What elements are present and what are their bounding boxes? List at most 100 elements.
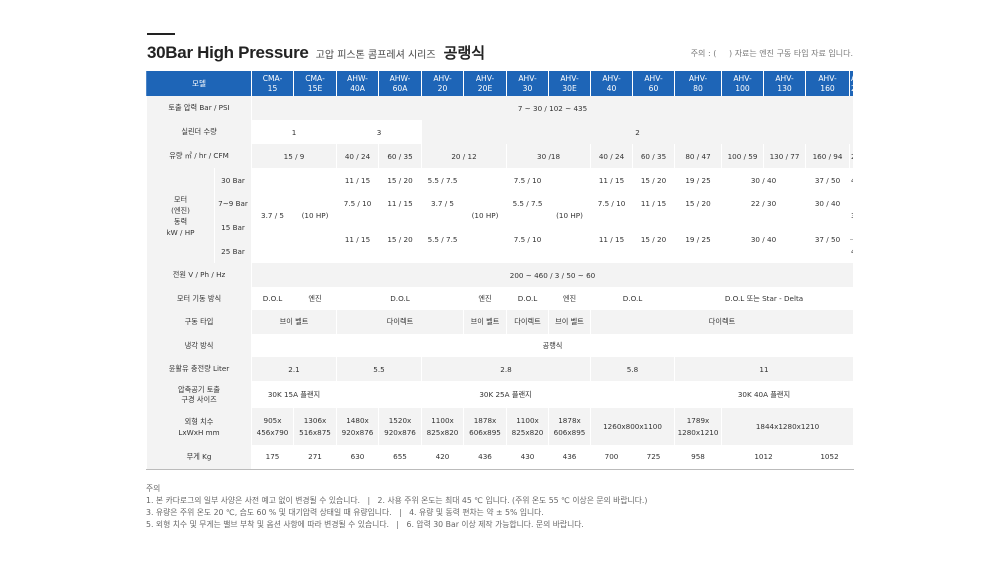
power-value: 200 ~ 460 / 3 / 50 ~ 60 <box>251 263 854 287</box>
weight-cell: 430 <box>506 445 550 470</box>
row-label: 냉각 방식 <box>145 334 253 357</box>
row-label: 무게 Kg <box>145 445 253 470</box>
drive-cell: 다이렉트 <box>590 310 854 334</box>
motor-cell: 15 / 20 <box>632 215 676 263</box>
model-cell: AHV- 20E <box>463 71 508 96</box>
row-label: 토출 압력 Bar / PSI <box>145 96 253 120</box>
motor-cell: 7.5 / 10 <box>506 168 550 192</box>
flow-cell: 60 / 35 <box>632 144 676 168</box>
weight-cell: 175 <box>251 445 295 470</box>
flow-cell: 20 / 12 <box>421 144 508 168</box>
row-label: 윤활유 충전량 Liter <box>145 357 253 381</box>
row-label: 압축공기 토출 구경 사이즈 <box>145 381 253 408</box>
row-motor-7bar: 7~9 Bar 7.5 / 10 11 / 15 3.7 / 5 5.5 / 7… <box>147 192 854 239</box>
motor-cell: 45 / 60 <box>849 238 854 263</box>
row-label: 모터 기동 방식 <box>145 287 253 310</box>
page-title: 30Bar High Pressure 고압 피스톤 콤프레셔 시리즈 공랭식 <box>147 42 485 63</box>
motor-sub-label: 25 Bar <box>213 239 253 263</box>
start-cell: D.O.L <box>590 287 676 310</box>
motor-cell: 30 / 40 <box>721 168 807 192</box>
motor-cell: 11 / 15 <box>590 215 634 263</box>
row-dimensions: 외형 치수 LxWxH mm 905x 456x790 1306x 516x87… <box>145 408 854 445</box>
dim-cell: 1878x 606x895 <box>463 408 508 445</box>
model-cell: AHV- 20 <box>421 71 465 96</box>
motor-cell: 15 / 20 <box>378 215 423 263</box>
flow-cell: 100 / 59 <box>721 144 765 168</box>
motor-cell: 5.5 / 7.5 <box>421 168 465 192</box>
model-cell: AHV- 130 <box>763 71 807 96</box>
start-cell: 엔진 <box>293 287 338 310</box>
model-cell: AHV- 160 <box>805 71 851 96</box>
start-cell: 엔진 <box>548 287 592 310</box>
weight-cell: 271 <box>293 445 338 470</box>
flow-cell: 200 / 118 <box>849 144 854 168</box>
weight-cell: 420 <box>421 445 465 470</box>
row-port: 압축공기 토출 구경 사이즈 30K 15A 플랜지 30K 25A 플랜지 3… <box>145 381 854 408</box>
motor-sub-label: 7~9 Bar <box>213 192 253 215</box>
dim-cell: 1260x800x1100 <box>590 408 676 445</box>
row-cylinders: 실린더 수량 1 3 2 <box>145 120 854 144</box>
model-cell: AHW- 40A <box>336 71 380 96</box>
weight-cell: 436 <box>463 445 508 470</box>
motor-cell: 15 / 20 <box>674 192 723 215</box>
dim-cell: 1100x 825x820 <box>506 408 550 445</box>
row-motor-30bar: 모터 (엔진) 동력 kW / HP 30 Bar 3.7 / 5 (10 HP… <box>146 168 854 263</box>
footnote-line: 3. 유량은 주위 온도 20 ℃, 습도 60 % 및 대기압력 상태일 때 … <box>146 508 544 517</box>
header-model-label: 모델 <box>145 71 253 96</box>
flow-cell: 40 / 24 <box>336 144 380 168</box>
title-sub: 고압 피스톤 콤프레셔 시리즈 <box>315 50 436 61</box>
row-drive: 구동 타입 브이 벨트 다이렉트 브이 벨트 다이렉트 브이 벨트 다이렉트 <box>145 310 854 334</box>
flow-cell: 30 /18 <box>506 144 592 168</box>
motor-cell: 19 / 25 <box>674 215 723 263</box>
row-label: 실린더 수량 <box>145 120 253 144</box>
port-cell: 30K 15A 플랜지 <box>251 381 338 408</box>
motor-label: 모터 (엔진) 동력 kW / HP <box>146 168 215 263</box>
row-oil: 윤활유 충전량 Liter 2.1 5.5 2.8 5.8 11 <box>145 357 854 381</box>
pressure-value: 7 ~ 30 / 102 ~ 435 <box>251 96 854 120</box>
flow-cell: 160 / 94 <box>805 144 851 168</box>
row-flow: 유량 ㎥ / hr / CFM 15 / 9 40 / 24 60 / 35 2… <box>145 144 854 168</box>
row-motor-25bar: 25 Bar 45 / 60 <box>147 238 854 263</box>
motor-cell: 3.7 / 5 <box>421 192 465 215</box>
model-cell: AHW- 60A <box>378 71 423 96</box>
motor-engine: (10 HP) <box>548 168 592 263</box>
model-cell: AHV- 40 <box>590 71 634 96</box>
flow-cell: 60 / 35 <box>378 144 423 168</box>
motor-cell: 37 / 50 <box>849 192 854 239</box>
motor-cell: 5.5 / 7.5 <box>506 192 550 215</box>
weight-cell: 1012 <box>721 445 807 470</box>
motor-cell: 45 / 60 <box>849 168 854 192</box>
title-main: 30Bar High Pressure <box>147 43 309 62</box>
dim-cell: 1878x 606x895 <box>548 408 592 445</box>
oil-cell: 2.1 <box>251 357 338 381</box>
row-label: 구동 타입 <box>145 310 253 334</box>
drive-cell: 다이렉트 <box>336 310 465 334</box>
motor-cell: 37 / 50 <box>805 215 851 263</box>
weight-cell: 700 <box>590 445 634 470</box>
model-cell: AHV- 80 <box>674 71 723 96</box>
motor-cell: 5.5 / 7.5 <box>421 215 465 263</box>
motor-cell: 11 / 15 <box>336 215 380 263</box>
dim-cell: 1789x 1280x1210 <box>674 408 723 445</box>
model-cell: AHV- 30 <box>506 71 550 96</box>
title-kr: 공랭식 <box>443 44 486 62</box>
row-pressure: 토출 압력 Bar / PSI 7 ~ 30 / 102 ~ 435 <box>145 96 854 120</box>
model-cell: CMA- 15 <box>251 71 295 96</box>
cylinder-cell: 1 <box>251 120 338 144</box>
motor-engine: (10 HP) <box>463 168 508 263</box>
flow-cell: 40 / 24 <box>590 144 634 168</box>
port-cell: 30K 40A 플랜지 <box>674 381 854 408</box>
motor-cell: 37 / 50 <box>805 168 851 192</box>
row-motor-15bar: 15 Bar 11 / 15 15 / 20 5.5 / 7.5 7.5 / 1… <box>147 215 854 263</box>
footnote-line: 1. 본 카다로그의 일부 사양은 사전 예고 없이 변경될 수 있습니다. |… <box>146 496 648 505</box>
weight-cell: 630 <box>336 445 380 470</box>
start-cell: D.O.L <box>336 287 465 310</box>
engine-note: 주의 : ( ) 자료는 엔진 구동 타입 자료 입니다. <box>690 49 853 58</box>
model-cell: AHV- 100 <box>721 71 765 96</box>
dim-cell: 1306x 516x875 <box>293 408 338 445</box>
motor-cell: 22 / 30 <box>721 192 807 215</box>
motor-cell: 7.5 / 10 <box>336 192 380 215</box>
cylinder-cell: 3 <box>336 120 423 144</box>
model-cell: AHV- 60 <box>632 71 676 96</box>
model-cell: AHV- 200 <box>849 71 854 96</box>
